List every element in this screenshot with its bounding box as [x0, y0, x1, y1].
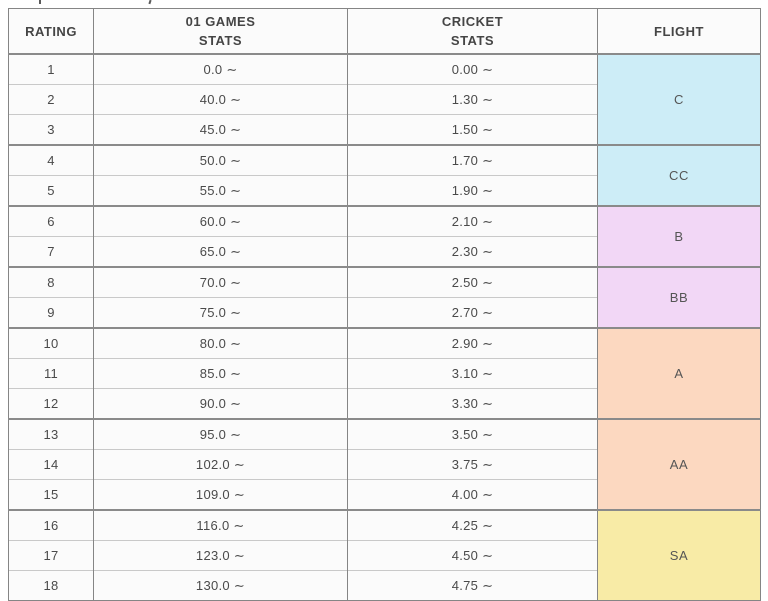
- cricket-stats-cell: 3.30 ∼: [347, 388, 598, 419]
- table-row: 5 55.0 ∼ 1.90 ∼: [8, 175, 761, 206]
- games-stats-cell: 85.0 ∼: [93, 358, 348, 389]
- table-header-row: RATING 01 GAMES STATS CRICKET STATS FLIG…: [8, 8, 761, 55]
- table-row: 6 60.0 ∼ 2.10 ∼ B: [8, 205, 761, 267]
- rating-cell: 8: [8, 266, 94, 298]
- cricket-stats-cell: 3.10 ∼: [347, 358, 598, 389]
- games-stats-cell: 123.0 ∼: [93, 540, 348, 571]
- rating-cell: 17: [8, 540, 94, 571]
- cricket-stats-cell: 2.90 ∼: [347, 327, 598, 359]
- rating-cell: 14: [8, 449, 94, 480]
- rating-cell: 11: [8, 358, 94, 389]
- rating-cell: 12: [8, 388, 94, 419]
- rating-cell: 6: [8, 205, 94, 237]
- cricket-stats-cell: 2.10 ∼: [347, 205, 598, 237]
- table-row: 3 45.0 ∼ 1.50 ∼: [8, 114, 761, 145]
- flight-cell: B: [597, 205, 761, 267]
- cricket-stats-cell: 4.50 ∼: [347, 540, 598, 571]
- games-stats-cell: 80.0 ∼: [93, 327, 348, 359]
- table-row: 7 65.0 ∼ 2.30 ∼: [8, 236, 761, 267]
- col-header-01-games-stats: 01 GAMES STATS: [93, 8, 348, 55]
- rating-cell: 15: [8, 479, 94, 510]
- cricket-stats-cell: 0.00 ∼: [347, 53, 598, 85]
- rating-cell: 5: [8, 175, 94, 206]
- rating-cell: 4: [8, 144, 94, 176]
- cricket-stats-cell: 2.50 ∼: [347, 266, 598, 298]
- rating-cell: 7: [8, 236, 94, 267]
- table-row: 15 109.0 ∼ 4.00 ∼: [8, 479, 761, 510]
- rating-cell: 1: [8, 53, 94, 85]
- cricket-stats-cell: 1.30 ∼: [347, 84, 598, 115]
- table-row: 12 90.0 ∼ 3.30 ∼: [8, 388, 761, 419]
- table-row: 16 116.0 ∼ 4.25 ∼ SA: [8, 509, 761, 601]
- cricket-stats-cell: 2.30 ∼: [347, 236, 598, 267]
- flight-cell: BB: [597, 266, 761, 328]
- games-stats-cell: 95.0 ∼: [93, 418, 348, 450]
- flight-cell: A: [597, 327, 761, 419]
- rating-cell: 3: [8, 114, 94, 145]
- table-row: 14 102.0 ∼ 3.75 ∼: [8, 449, 761, 480]
- col-header-rating: RATING: [8, 8, 94, 55]
- flight-cell: CC: [597, 144, 761, 206]
- games-stats-cell: 116.0 ∼: [93, 509, 348, 541]
- flight-cell: C: [597, 53, 761, 145]
- table-row: 1 0.0 ∼ 0.00 ∼ C: [8, 53, 761, 145]
- table-row: 10 80.0 ∼ 2.90 ∼ A: [8, 327, 761, 419]
- games-stats-cell: 60.0 ∼: [93, 205, 348, 237]
- flight-cell: SA: [597, 509, 761, 601]
- games-stats-cell: 130.0 ∼: [93, 570, 348, 601]
- table-row: 8 70.0 ∼ 2.50 ∼ BB: [8, 266, 761, 328]
- cricket-stats-cell: 4.00 ∼: [347, 479, 598, 510]
- table-row: 11 85.0 ∼ 3.10 ∼: [8, 358, 761, 389]
- games-stats-cell: 45.0 ∼: [93, 114, 348, 145]
- clipped-text-remnant: [39, 0, 41, 4]
- games-stats-cell: 55.0 ∼: [93, 175, 348, 206]
- games-stats-cell: 90.0 ∼: [93, 388, 348, 419]
- table-row: 9 75.0 ∼ 2.70 ∼: [8, 297, 761, 328]
- rating-cell: 16: [8, 509, 94, 541]
- cricket-stats-cell: 3.75 ∼: [347, 449, 598, 480]
- rating-cell: 10: [8, 327, 94, 359]
- cricket-stats-cell: 1.50 ∼: [347, 114, 598, 145]
- games-stats-cell: 102.0 ∼: [93, 449, 348, 480]
- table-row: 4 50.0 ∼ 1.70 ∼ CC: [8, 144, 761, 206]
- cricket-stats-cell: 2.70 ∼: [347, 297, 598, 328]
- col-header-flight: FLIGHT: [597, 8, 761, 55]
- flight-cell: AA: [597, 418, 761, 510]
- games-stats-cell: 0.0 ∼: [93, 53, 348, 85]
- rating-table: RATING 01 GAMES STATS CRICKET STATS FLIG…: [8, 8, 761, 601]
- games-stats-cell: 65.0 ∼: [93, 236, 348, 267]
- games-stats-cell: 50.0 ∼: [93, 144, 348, 176]
- table-row: 2 40.0 ∼ 1.30 ∼: [8, 84, 761, 115]
- table-row: 13 95.0 ∼ 3.50 ∼ AA: [8, 418, 761, 510]
- col-header-cricket-stats: CRICKET STATS: [347, 8, 598, 55]
- games-stats-cell: 40.0 ∼: [93, 84, 348, 115]
- games-stats-cell: 70.0 ∼: [93, 266, 348, 298]
- games-stats-cell: 109.0 ∼: [93, 479, 348, 510]
- cricket-stats-cell: 4.75 ∼: [347, 570, 598, 601]
- cricket-stats-cell: 1.70 ∼: [347, 144, 598, 176]
- rating-cell: 13: [8, 418, 94, 450]
- cricket-stats-cell: 1.90 ∼: [347, 175, 598, 206]
- cricket-stats-cell: 4.25 ∼: [347, 509, 598, 541]
- rating-cell: 2: [8, 84, 94, 115]
- rating-cell: 18: [8, 570, 94, 601]
- rating-cell: 9: [8, 297, 94, 328]
- cricket-stats-cell: 3.50 ∼: [347, 418, 598, 450]
- clipped-text-remnant: [148, 0, 152, 5]
- games-stats-cell: 75.0 ∼: [93, 297, 348, 328]
